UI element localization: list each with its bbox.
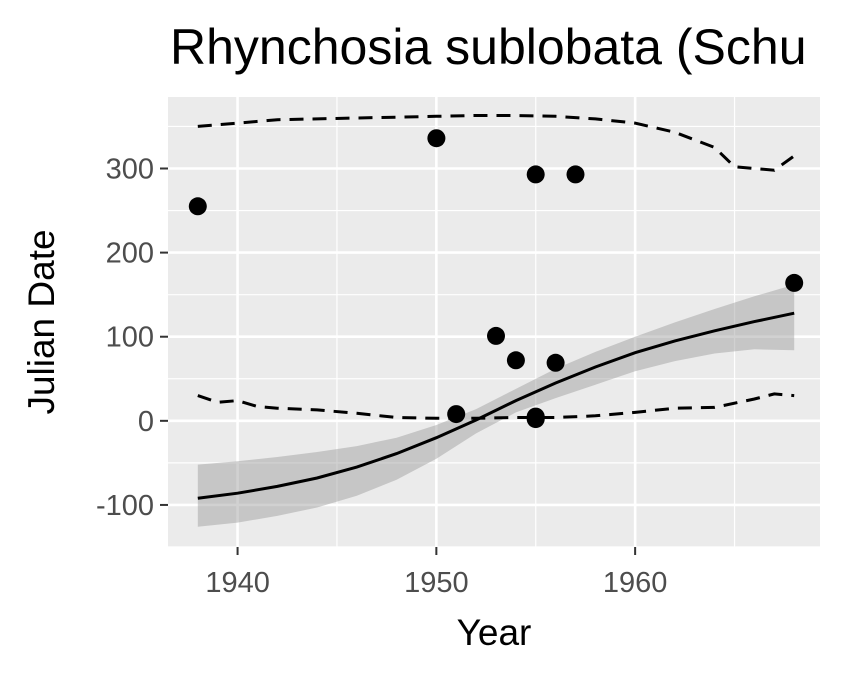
data-point bbox=[487, 326, 505, 345]
data-point bbox=[506, 351, 525, 370]
x-axis-title: Year bbox=[457, 612, 532, 653]
x-tick-label: 1950 bbox=[404, 567, 469, 599]
data-point bbox=[546, 353, 565, 372]
data-point bbox=[785, 273, 804, 292]
data-point bbox=[447, 405, 466, 424]
chart-title: Rhynchosia sublobata (Schu bbox=[170, 19, 807, 75]
y-tick-label: 300 bbox=[106, 153, 154, 185]
minor-gridlines bbox=[168, 97, 820, 548]
confidence-band bbox=[197, 284, 795, 527]
data-point bbox=[526, 410, 545, 429]
upper-dashed-line bbox=[197, 114, 796, 172]
lower-dashed-line bbox=[197, 392, 795, 420]
data-points-layer bbox=[188, 129, 804, 429]
dashed-bounds-layer bbox=[197, 114, 796, 420]
plot-panel bbox=[168, 97, 820, 547]
data-point bbox=[526, 165, 545, 184]
x-tick-label: 1940 bbox=[205, 567, 270, 599]
axis-layer: 1940 1950 1960 -100 0 100 200 300 bbox=[96, 153, 667, 599]
data-point bbox=[566, 165, 585, 184]
y-tick-label: -100 bbox=[96, 490, 154, 522]
data-point bbox=[188, 197, 207, 216]
y-tick-label: 100 bbox=[106, 322, 154, 354]
trend-line-layer bbox=[197, 311, 795, 500]
trend-line bbox=[197, 311, 795, 500]
confidence-band-layer bbox=[197, 284, 795, 527]
y-axis-title: Julian Date bbox=[21, 229, 62, 414]
y-tick-label: 200 bbox=[106, 238, 154, 270]
x-tick-label: 1960 bbox=[603, 567, 668, 599]
y-tick-label: 0 bbox=[138, 406, 154, 438]
data-point bbox=[427, 129, 446, 148]
